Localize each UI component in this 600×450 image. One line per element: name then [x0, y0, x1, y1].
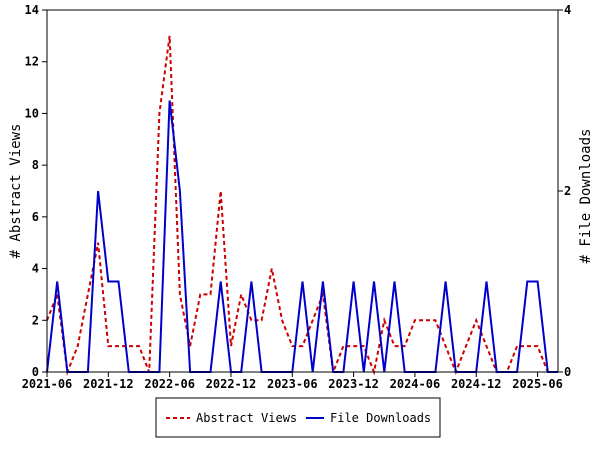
- legend-label-abstract-views: Abstract Views: [196, 411, 297, 425]
- y-tick-label: 2: [32, 313, 39, 327]
- x-tick-label: 2023-12: [328, 377, 379, 391]
- y-tick-label: 0: [32, 365, 39, 379]
- x-tick-label: 2022-12: [206, 377, 257, 391]
- plot-lines: [46, 35, 558, 376]
- y2-tick-label: 2: [564, 184, 571, 198]
- y-axis-title: # Abstract Views: [8, 124, 24, 259]
- plot-frame: [46, 9, 559, 373]
- y-tick-label: 6: [32, 210, 39, 224]
- x-tick-label: 2023-06: [267, 377, 318, 391]
- y-tick-label: 8: [32, 158, 39, 172]
- series-line-abstract-views: [46, 35, 558, 376]
- legend: Abstract Views File Downloads: [155, 397, 441, 438]
- x-tick-label: 2024-06: [390, 377, 441, 391]
- x-tick-label: 2021-12: [83, 377, 134, 391]
- y-tick-label: 14: [25, 3, 39, 17]
- legend-box: [155, 397, 441, 438]
- y-tick-label: 4: [32, 262, 39, 276]
- y2-tick-label: 0: [564, 365, 571, 379]
- y2-tick-label: 4: [564, 3, 571, 17]
- x-tick-label: 2022-06: [144, 377, 195, 391]
- legend-label-file-downloads: File Downloads: [330, 411, 431, 425]
- y-tick-label: 12: [25, 55, 39, 69]
- x-tick-label: 2021-06: [22, 377, 73, 391]
- x-tick-label: 2025-06: [512, 377, 563, 391]
- y2-axis-title: # File Downloads: [578, 129, 594, 264]
- axis-ticks: 0 2 4 6 8 10 12 14 0 2 4 2021-06 2021-12 2022-06 2022-…: [22, 3, 572, 391]
- x-tick-label: 2024-12: [451, 377, 502, 391]
- series-line-file-downloads: [46, 100, 558, 373]
- y-tick-label: 10: [25, 106, 39, 120]
